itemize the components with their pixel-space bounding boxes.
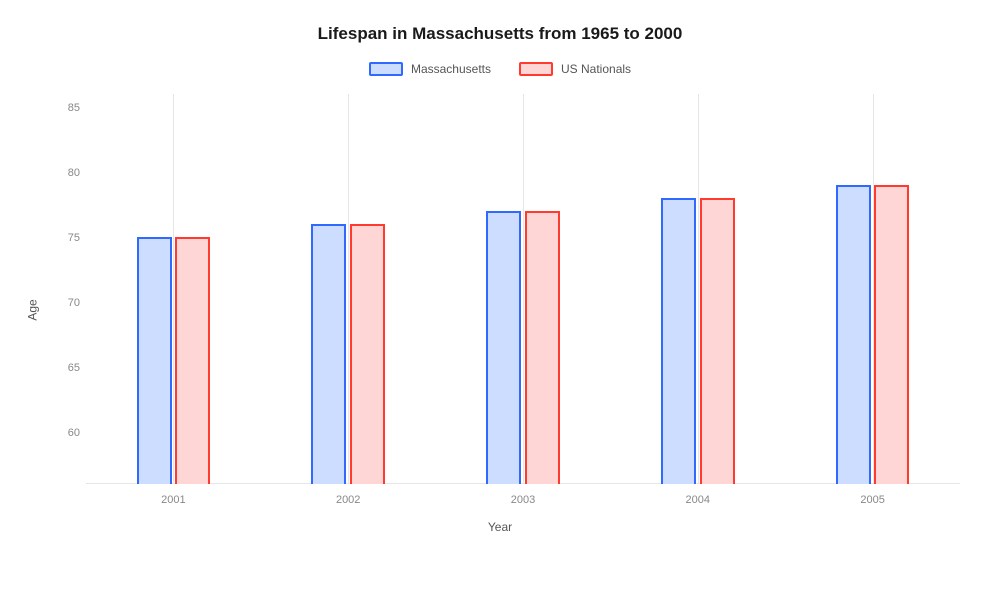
x-tick-label: 2004 — [686, 494, 710, 506]
legend-swatch — [519, 62, 553, 76]
bar[interactable] — [525, 211, 560, 484]
legend-item[interactable]: Massachusetts — [369, 62, 491, 76]
bar[interactable] — [661, 198, 696, 484]
legend-item[interactable]: US Nationals — [519, 62, 631, 76]
y-tick-label: 85 — [50, 102, 80, 114]
plot: Age 60657075808520012002200320042005 Yea… — [30, 90, 970, 530]
legend: Massachusetts US Nationals — [30, 62, 970, 76]
x-tick-label: 2003 — [511, 494, 535, 506]
legend-label: US Nationals — [561, 62, 631, 76]
bar[interactable] — [700, 198, 735, 484]
bar[interactable] — [350, 224, 385, 484]
bar[interactable] — [137, 237, 172, 484]
legend-swatch — [369, 62, 403, 76]
chart-container: Lifespan in Massachusetts from 1965 to 2… — [0, 0, 1000, 600]
y-tick-label: 80 — [50, 167, 80, 179]
x-tick-label: 2002 — [336, 494, 360, 506]
x-tick-label: 2005 — [860, 494, 884, 506]
bar[interactable] — [836, 185, 871, 484]
y-tick-label: 75 — [50, 232, 80, 244]
y-tick-label: 65 — [50, 362, 80, 374]
x-tick-label: 2001 — [161, 494, 185, 506]
legend-label: Massachusetts — [411, 62, 491, 76]
y-tick-label: 70 — [50, 297, 80, 309]
bar[interactable] — [486, 211, 521, 484]
y-tick-label: 60 — [50, 427, 80, 439]
chart-title: Lifespan in Massachusetts from 1965 to 2… — [30, 24, 970, 44]
plot-area: 60657075808520012002200320042005 — [86, 94, 960, 484]
bar[interactable] — [311, 224, 346, 484]
x-axis-label: Year — [488, 520, 512, 534]
bar[interactable] — [874, 185, 909, 484]
y-axis-label: Age — [26, 299, 40, 320]
bar[interactable] — [175, 237, 210, 484]
